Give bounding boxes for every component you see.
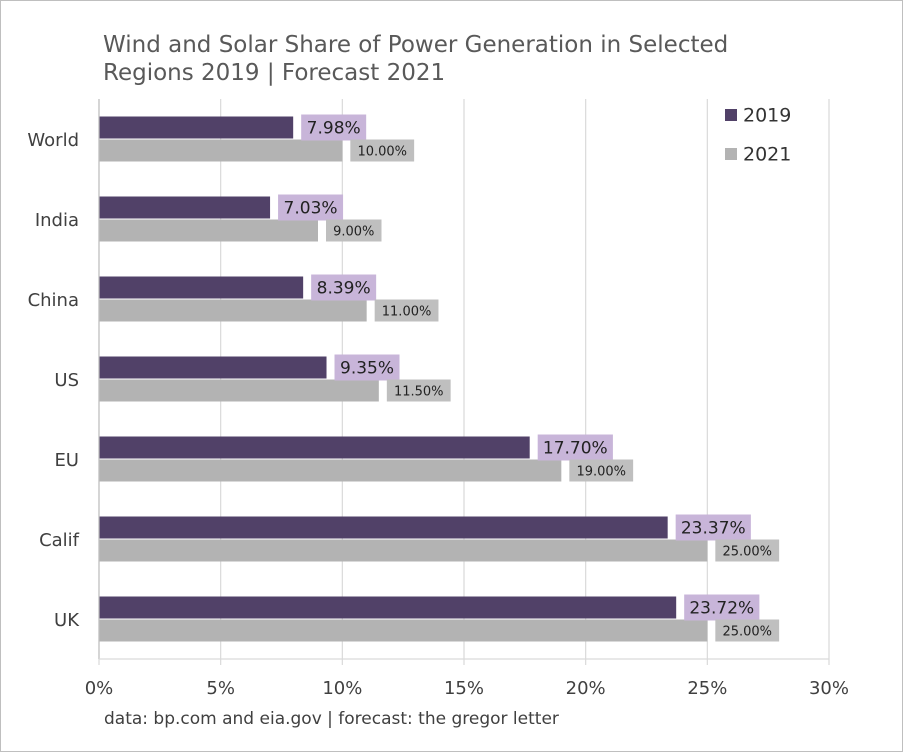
- x-tick-label: 30%: [809, 678, 849, 699]
- chart-title-line-2: Regions 2019 | Forecast 2021: [103, 60, 446, 86]
- x-tick-label: 15%: [444, 678, 484, 699]
- legend-swatch-2021: [725, 148, 737, 160]
- data-labels: 7.98% 10.00% 7.03% 9.00% 8.39% 11.00% 9.35%11.…: [278, 114, 780, 642]
- bar-2019: [99, 516, 668, 539]
- category-label: World: [27, 130, 79, 151]
- data-label-2021: 25.00%: [722, 625, 772, 640]
- bar-2021: [99, 139, 343, 162]
- legend: 2019 2021: [725, 105, 791, 166]
- bar-2021: [99, 619, 708, 642]
- bar-2019: [99, 436, 530, 459]
- bar-2021: [99, 299, 367, 322]
- data-label-bg-2019: [311, 274, 377, 301]
- bar-2021: [99, 219, 318, 242]
- data-label-2019: 23.37%: [681, 519, 746, 539]
- data-label-bg-2021: [386, 379, 451, 402]
- category-label: China: [28, 290, 79, 311]
- data-label-bg-2019: [537, 434, 613, 461]
- chart-title-line-1: Wind and Solar Share of Power Generation…: [103, 32, 729, 58]
- data-label-2021: 9.00%: [333, 225, 374, 240]
- data-label-bg-2021: [326, 219, 382, 242]
- bar-2021: [99, 459, 562, 482]
- data-label-2021: 19.00%: [576, 465, 626, 480]
- data-label-2021: 10.00%: [357, 145, 407, 160]
- data-label-bg-2021: [350, 139, 415, 162]
- chart-title: Wind and Solar Share of Power Generation…: [103, 31, 728, 87]
- bars: [99, 116, 708, 642]
- data-label-bg-2021: [374, 299, 439, 322]
- data-label-2019: 7.03%: [284, 199, 338, 219]
- data-label-bg-2019: [684, 594, 760, 621]
- x-tick-label: 20%: [566, 678, 606, 699]
- legend-label-2019: 2019: [743, 105, 791, 127]
- legend-label-2021: 2021: [743, 144, 791, 166]
- data-label-2021: 11.50%: [394, 385, 444, 400]
- data-label-2019: 17.70%: [543, 439, 608, 459]
- data-label-2019: 9.35%: [340, 359, 394, 379]
- bar-2019: [99, 356, 327, 379]
- category-label: EU: [54, 450, 79, 471]
- legend-swatch-2019: [725, 109, 737, 121]
- category-label: Calif: [39, 530, 80, 551]
- bar-2019: [99, 196, 271, 219]
- data-label-2021: 25.00%: [722, 545, 772, 560]
- data-label-bg-2019: [675, 514, 751, 541]
- data-label-bg-2019: [301, 114, 367, 141]
- category-label: UK: [54, 610, 80, 631]
- data-label-bg-2021: [715, 539, 780, 562]
- axes: 0% 5% 10% 15% 20% 25% 30% World India China US EU Ca…: [27, 99, 849, 699]
- x-tick-label: 5%: [206, 678, 235, 699]
- bar-2019: [99, 276, 304, 299]
- x-tick-label: 25%: [687, 678, 727, 699]
- data-label-2021: 11.00%: [382, 305, 432, 320]
- category-label: US: [54, 370, 79, 391]
- data-label-bg-2021: [715, 619, 780, 642]
- data-label-2019: 23.72%: [689, 599, 754, 619]
- source-note: data: bp.com and eia.gov | forecast: the…: [104, 709, 559, 729]
- data-label-2019: 7.98%: [307, 119, 361, 139]
- x-tick-label: 10%: [322, 678, 362, 699]
- category-label: India: [35, 210, 79, 231]
- bar-2021: [99, 379, 379, 402]
- data-label-bg-2019: [278, 194, 344, 221]
- bar-2019: [99, 596, 677, 619]
- data-label-bg-2021: [569, 459, 634, 482]
- data-label-bg-2019: [334, 354, 400, 381]
- data-label-2019: 8.39%: [317, 279, 371, 299]
- bar-2019: [99, 116, 294, 139]
- bar-2021: [99, 539, 708, 562]
- x-tick-label: 0%: [85, 678, 114, 699]
